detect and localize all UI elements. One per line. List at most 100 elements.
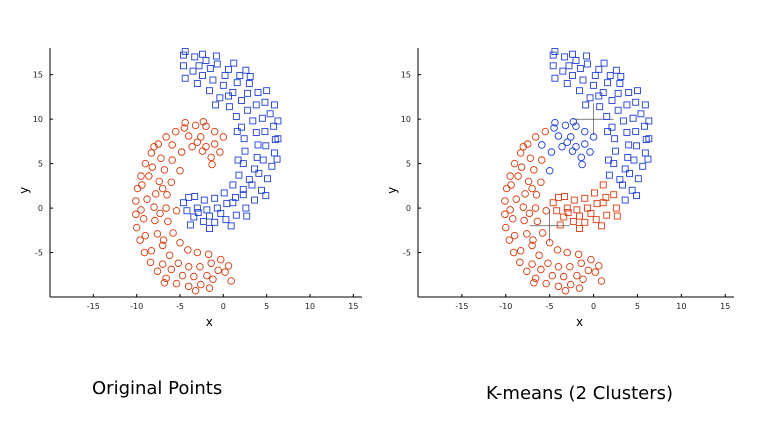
data-point-circle [147, 149, 156, 157]
data-point-circle [188, 142, 196, 151]
data-point-circle [566, 133, 575, 141]
data-point-square [232, 113, 240, 120]
x-tick-label: 5 [635, 302, 640, 311]
data-point-square [235, 171, 243, 179]
data-point-circle [219, 133, 228, 141]
data-point-square [623, 101, 631, 109]
data-point-square [240, 135, 248, 143]
data-point-circle [574, 250, 583, 259]
series-3-square-markers [549, 48, 653, 204]
data-point-square [561, 193, 569, 200]
data-point-circle [147, 247, 156, 255]
data-point-square [590, 189, 598, 197]
data-point-square [180, 62, 187, 70]
data-point-square [639, 162, 647, 170]
data-point-circle [176, 166, 184, 175]
data-point-circle [180, 124, 189, 132]
data-point-square [238, 123, 245, 131]
data-point-circle [210, 140, 219, 148]
data-point-square [560, 213, 568, 221]
data-point-square [610, 191, 618, 199]
data-point-circle [160, 166, 169, 174]
data-point-circle [573, 271, 581, 280]
data-point-circle [184, 246, 192, 254]
data-point-square [625, 89, 633, 96]
data-point-circle [578, 160, 586, 169]
data-point-circle [205, 284, 214, 292]
data-point-circle [137, 172, 145, 180]
data-point-square [225, 65, 232, 73]
data-point-square [561, 53, 569, 61]
data-point-square [254, 89, 262, 96]
series-0-circle-markers [132, 118, 235, 295]
y-tick-label: 5 [38, 160, 43, 169]
x-tick-label: 15 [720, 302, 730, 311]
data-point-circle [523, 230, 531, 238]
data-point-circle [584, 266, 593, 275]
caption-original-points: Original Points [92, 378, 223, 399]
series-2-circle-markers [538, 118, 598, 175]
data-point-circle [162, 274, 170, 283]
data-point-square [246, 73, 254, 80]
data-point-square [595, 65, 603, 73]
data-point-square [645, 117, 653, 125]
data-point-circle [538, 229, 547, 237]
data-point-square [582, 101, 590, 109]
data-point-circle [531, 204, 540, 212]
data-point-square [633, 142, 641, 150]
data-point-square [233, 128, 241, 136]
data-point-circle [554, 132, 563, 140]
y-tick-label: 0 [406, 204, 411, 213]
data-point-circle [538, 141, 546, 149]
data-point-square [217, 209, 225, 217]
data-point-circle [132, 223, 141, 232]
data-point-square [549, 199, 557, 207]
data-point-circle [519, 142, 528, 151]
x-axis-label: x [206, 315, 213, 329]
data-point-circle [132, 210, 140, 219]
data-point-square [564, 209, 572, 216]
data-point-circle [509, 248, 518, 257]
data-point-square [258, 114, 266, 122]
data-point-square [626, 169, 633, 177]
data-point-square [227, 222, 235, 230]
data-point-circle [143, 195, 151, 203]
data-point-circle [553, 246, 562, 254]
data-point-circle [210, 127, 219, 136]
data-point-square [193, 204, 201, 212]
data-point-square [234, 156, 242, 164]
data-point-square [222, 216, 230, 224]
data-point-square [603, 113, 611, 120]
data-point-circle [530, 279, 538, 287]
data-point-square [599, 89, 607, 96]
data-point-square [239, 160, 247, 168]
data-point-circle [554, 263, 563, 271]
data-point-square [632, 128, 640, 136]
data-point-square [229, 181, 237, 189]
data-point-square [616, 80, 624, 88]
data-point-square [644, 155, 652, 163]
data-point-circle [184, 132, 193, 140]
data-point-square [549, 62, 557, 70]
data-point-square [583, 204, 591, 212]
data-point-square [206, 212, 213, 220]
data-point-circle [148, 163, 157, 171]
data-point-circle [563, 138, 571, 147]
data-point-square [203, 206, 211, 214]
data-point-square [605, 171, 613, 179]
data-point-circle [154, 140, 163, 148]
data-point-square [553, 207, 561, 215]
data-point-square [641, 101, 649, 109]
series-0-circle-markers [501, 127, 606, 295]
x-tick-label: 5 [264, 302, 269, 311]
data-point-square [236, 72, 244, 80]
data-point-circle [197, 133, 205, 141]
data-point-circle [202, 142, 210, 151]
data-point-square [604, 79, 612, 87]
data-point-circle [587, 255, 595, 264]
data-point-square [619, 117, 627, 125]
data-point-circle [146, 258, 155, 267]
data-point-square [634, 175, 642, 183]
data-point-square [213, 204, 221, 212]
